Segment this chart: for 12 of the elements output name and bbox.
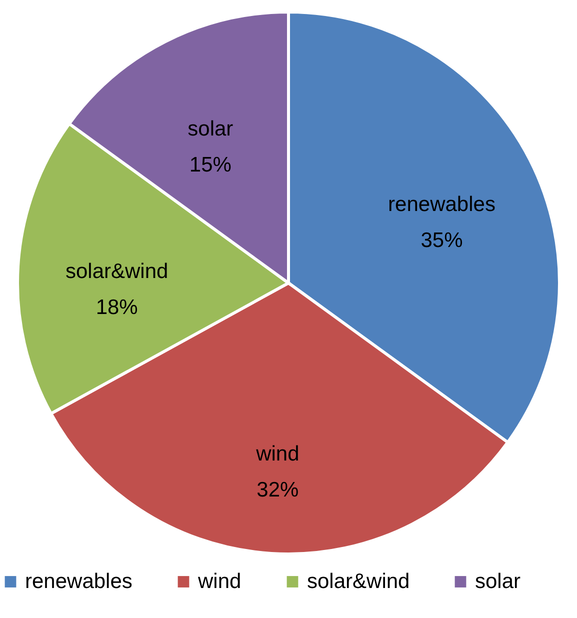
data-label: 18% <box>96 296 138 320</box>
legend-label: renewables <box>25 570 132 593</box>
legend-label: solar&wind <box>307 570 410 593</box>
slice-label: solar <box>188 118 234 141</box>
slice-label: renewables <box>388 192 496 216</box>
data-label: 32% <box>256 478 299 502</box>
data-label: 35% <box>420 228 463 252</box>
legend-label: solar <box>475 570 521 593</box>
legend-label: wind <box>197 570 242 593</box>
data-label: 15% <box>189 154 232 177</box>
slice-label: wind <box>255 442 300 466</box>
slice-label: solar&wind <box>65 260 168 284</box>
